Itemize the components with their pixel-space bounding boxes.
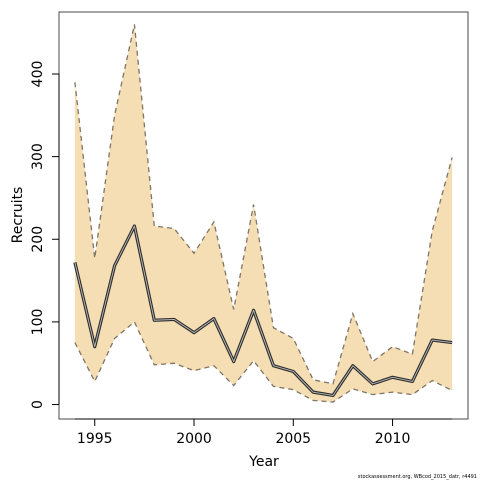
y-axis-title: Recruits	[10, 187, 26, 244]
confidence-band	[74, 24, 453, 403]
estimate-line-highlight	[74, 225, 453, 396]
x-tick-label: 2010	[375, 431, 411, 447]
y-tick-label: 200	[30, 226, 46, 253]
lower-bound-line	[74, 320, 453, 403]
upper-bound-line	[74, 24, 453, 385]
x-axis-title: Year	[248, 454, 279, 470]
y-tick-label: 100	[30, 309, 46, 336]
x-tick-label: 1995	[77, 431, 113, 447]
x-tick-label: 2005	[275, 431, 311, 447]
credit-text: stockassessment.org, WBcod_2015_datr, r4…	[358, 474, 477, 480]
x-tick-label: 2000	[176, 431, 212, 447]
y-tick-label: 300	[30, 143, 46, 170]
y-tick-label: 400	[30, 61, 46, 88]
y-tick-label: 0	[30, 400, 46, 409]
